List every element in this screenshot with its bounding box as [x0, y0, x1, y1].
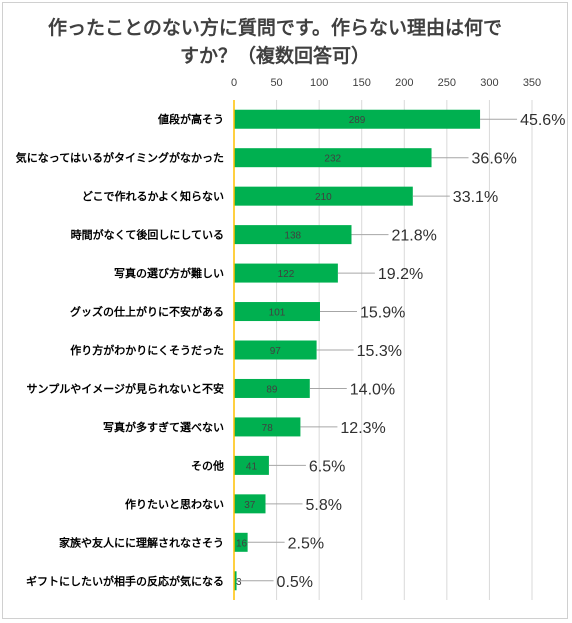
bar-3 [234, 225, 352, 245]
category-label-9: その他 [191, 458, 224, 472]
category-label-8: 写真が多すぎて選べない [103, 420, 224, 434]
category-label-11: 家族や友人にに理解されなさそう [59, 535, 224, 549]
percent-label-0: 45.6% [520, 112, 565, 129]
bar-12 [234, 571, 237, 591]
percent-label-8: 12.3% [340, 420, 385, 437]
percent-label-10: 5.8% [306, 497, 342, 514]
percent-label-7: 14.0% [350, 381, 395, 398]
percent-label-11: 2.5% [288, 535, 324, 552]
value-label-3: 138 [284, 231, 301, 242]
x-tick-label-200: 200 [395, 77, 413, 89]
bar-6 [234, 340, 317, 360]
value-label-1: 232 [324, 154, 341, 165]
bar-1 [234, 148, 432, 168]
bar-8 [234, 417, 301, 437]
value-label-9: 41 [246, 461, 258, 472]
x-tick-label-100: 100 [310, 77, 328, 89]
x-tick-label-250: 250 [438, 77, 456, 89]
bar-4 [234, 263, 338, 283]
percent-label-4: 19.2% [378, 266, 423, 283]
bar-9 [234, 455, 269, 475]
percent-label-1: 36.6% [472, 151, 517, 168]
value-label-2: 210 [315, 192, 332, 203]
percent-label-3: 21.8% [391, 228, 436, 245]
bar-5 [234, 302, 320, 322]
chart-title-line1: 作ったことのない方に質問です。作らない理由は何で [48, 17, 502, 39]
category-label-12: ギフトにしたいが相手の反応が気になる [26, 574, 224, 588]
percent-label-6: 15.3% [357, 343, 402, 360]
percent-label-5: 15.9% [360, 305, 405, 322]
category-label-3: 時間がなくて後回しにしている [71, 228, 224, 242]
x-tick-label-150: 150 [353, 77, 371, 89]
x-tick-label-350: 350 [523, 77, 541, 89]
bar-7 [234, 378, 310, 398]
category-label-2: どこで作れるかよく知らない [82, 189, 224, 203]
value-label-6: 97 [270, 346, 282, 357]
x-tick-label-0: 0 [231, 77, 237, 89]
value-label-12: 3 [236, 577, 242, 588]
percent-label-9: 6.5% [309, 458, 345, 475]
bar-2 [234, 186, 413, 206]
chart-title-line2: すか？（複数回答可） [179, 45, 370, 67]
bar-0 [234, 109, 481, 129]
value-label-5: 101 [269, 308, 286, 319]
value-label-10: 37 [244, 500, 256, 511]
value-label-4: 122 [278, 269, 295, 280]
value-label-0: 289 [349, 115, 366, 126]
value-label-8: 78 [262, 423, 274, 434]
category-label-5: グッズの仕上がりに不安がある [70, 305, 224, 319]
x-tick-label-50: 50 [270, 77, 282, 89]
chart-title: 作ったことのない方に質問です。作らない理由は何で すか？（複数回答可） [40, 14, 510, 70]
value-label-11: 16 [236, 538, 248, 549]
category-label-7: サンプルやイメージが見られないと不安 [27, 381, 224, 395]
category-label-6: 作り方がわかりにくそうだった [70, 343, 224, 357]
category-label-1: 気になってはいるがタイミングがなかった [16, 151, 224, 165]
x-tick-label-300: 300 [480, 77, 498, 89]
percent-label-2: 33.1% [453, 189, 498, 206]
category-label-0: 値段が高そう [157, 112, 224, 126]
percent-label-12: 0.5% [277, 574, 313, 591]
bar-10 [234, 494, 266, 514]
value-label-7: 89 [266, 384, 278, 395]
category-label-10: 作りたいと思わない [125, 497, 224, 511]
category-label-4: 写真の選び方が難しい [114, 266, 224, 280]
bar-11 [234, 532, 248, 552]
